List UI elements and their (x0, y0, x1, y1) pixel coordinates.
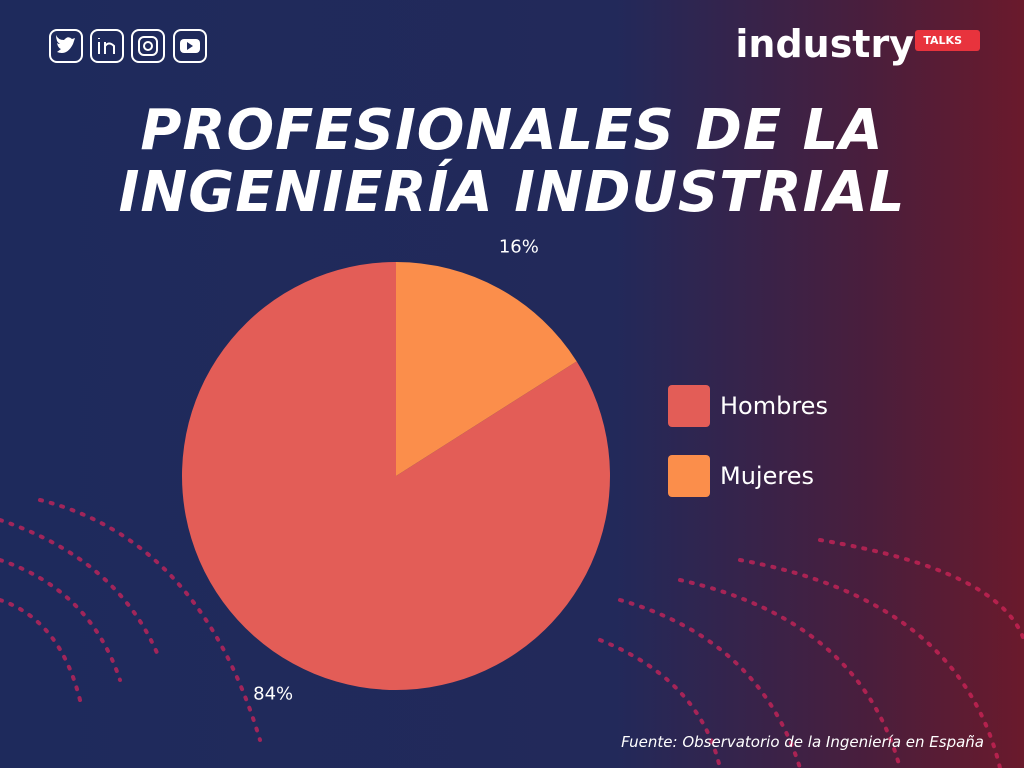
legend-swatch (668, 455, 710, 497)
legend-label: Hombres (720, 392, 828, 420)
source: Fuente: Observatorio de la Ingeniería en… (621, 733, 984, 751)
brand-tag: TALKS (915, 30, 980, 51)
social-icons[interactable] (49, 29, 207, 63)
slice-label: 16% (499, 237, 539, 258)
legend-swatch (668, 385, 710, 427)
chart-title: PROFESIONALES DE LA INGENIERÍA INDUSTRIA… (118, 98, 906, 225)
brand-name: industry (735, 22, 914, 66)
slice-label: 84% (253, 683, 293, 704)
legend-label: Mujeres (720, 462, 814, 490)
pie-slice (396, 262, 577, 476)
decoration (0, 498, 1024, 768)
